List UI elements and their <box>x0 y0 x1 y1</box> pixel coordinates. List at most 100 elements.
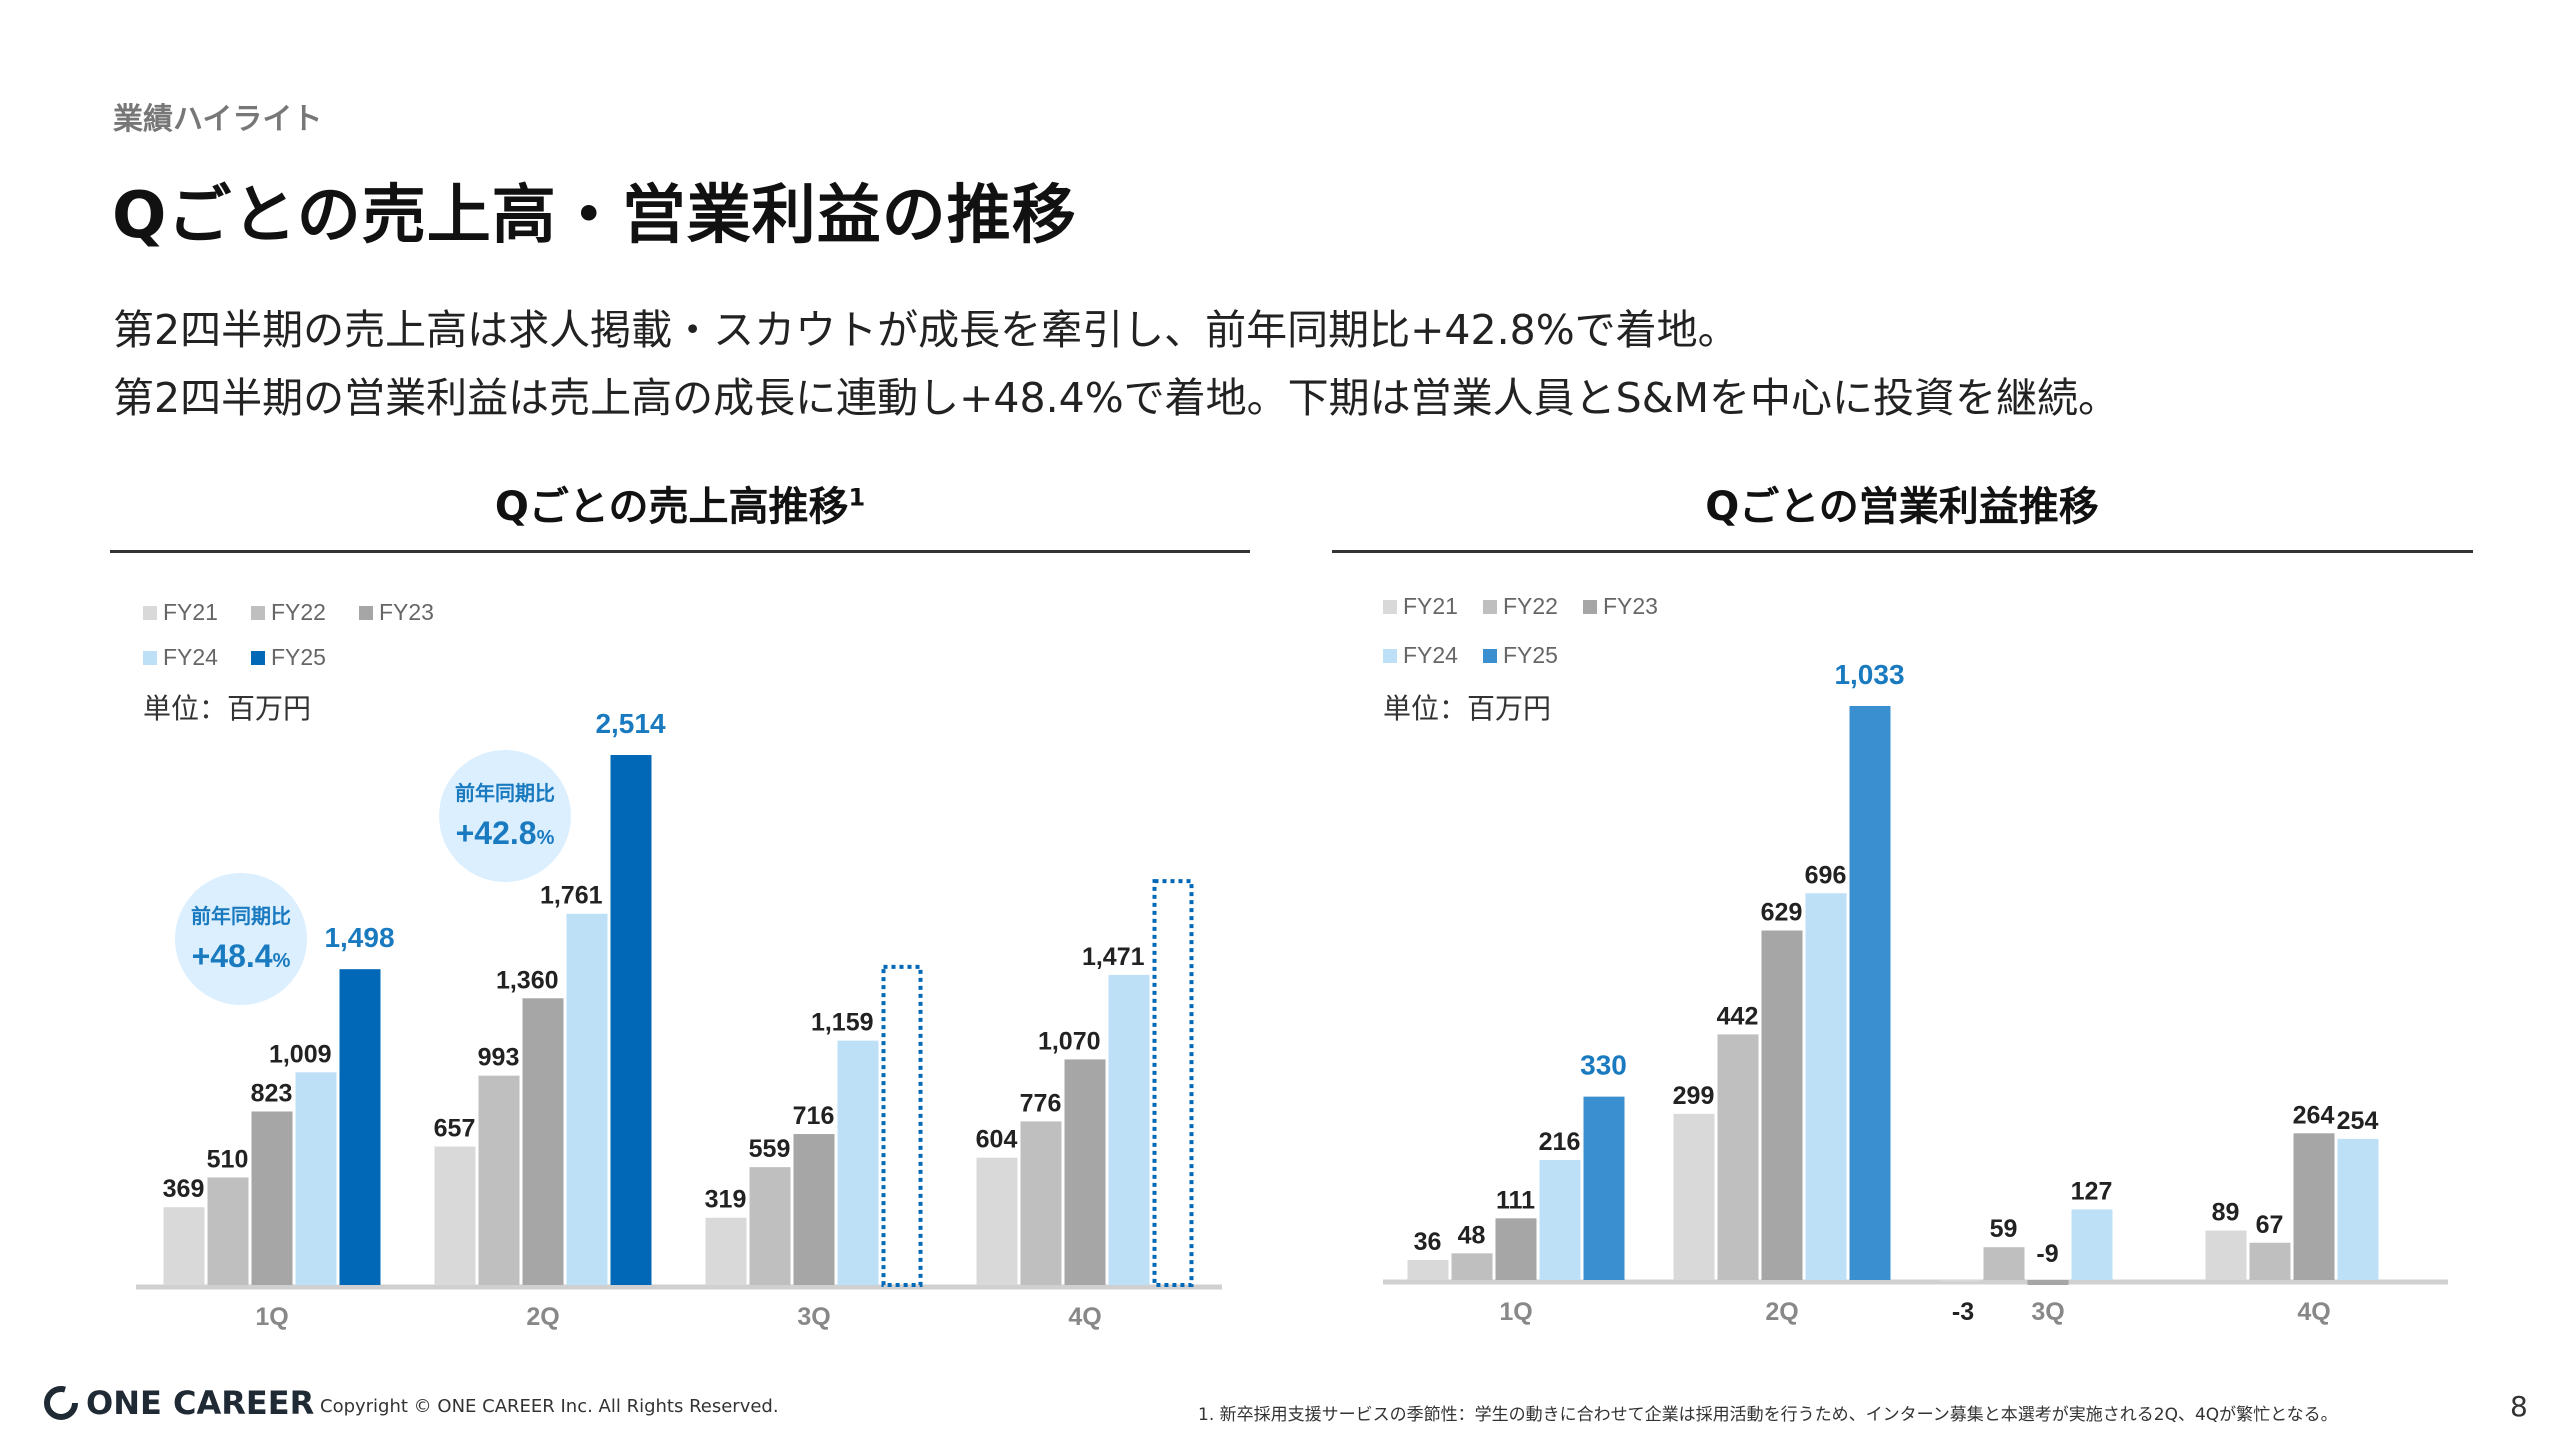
callout-unit: % <box>537 827 555 849</box>
bar-fy21-4q <box>2205 1230 2247 1280</box>
sales-chart-title-text: Qごとの売上高推移 <box>494 484 849 530</box>
bar-fy23-3q <box>2027 1280 2069 1286</box>
page-title: Qごとの売上高・営業利益の推移 <box>112 179 1077 253</box>
bar-fy21-1q <box>163 1207 205 1285</box>
summary-line-2: 第2四半期の営業利益は売上高の成長に連動し+48.4%で着地。下期は営業人員とS… <box>113 374 2120 422</box>
data-label: 1,009 <box>269 1040 332 1068</box>
profit-chart-title: Qごとの営業利益推移 <box>1705 484 2099 530</box>
copyright: Copyright © ONE CAREER Inc. All Rights R… <box>320 1396 779 1417</box>
legend-label-fy25: FY25 <box>271 644 326 670</box>
callout-bubble <box>175 873 307 1005</box>
operating-profit-chart: FY21 FY22 FY23 FY24 FY25 単位：百万円 36 299 -3 89 48 442… <box>1383 593 2448 1326</box>
callout-unit: % <box>273 950 291 972</box>
bar-fy22-2q <box>1717 1034 1759 1280</box>
bar-fy22-3q <box>1983 1247 2025 1280</box>
data-label: 67 <box>2256 1211 2284 1239</box>
bar-fy25-2q <box>610 755 652 1285</box>
legend-swatch-fy25 <box>251 651 265 665</box>
legend-swatch-fy21 <box>1383 600 1397 614</box>
bar-fy21-4q <box>976 1157 1018 1285</box>
data-label: 1,070 <box>1038 1027 1101 1055</box>
data-label: 604 <box>976 1126 1018 1154</box>
bar-fy23-3q <box>793 1134 835 1285</box>
data-label: 1,471 <box>1082 943 1145 971</box>
legend-swatch-fy22 <box>1483 600 1497 614</box>
data-label: 319 <box>705 1186 747 1214</box>
category-label-1q: 1Q <box>255 1303 288 1331</box>
category-label-1q: 1Q <box>1499 1298 1532 1326</box>
sales-title-rule <box>110 550 1250 553</box>
footnote: 1. 新卒採用支援サービスの季節性：学生の動きに合わせて企業は採用活動を行うため… <box>1198 1405 2338 1425</box>
data-label: 111 <box>1496 1186 1535 1214</box>
bar-fy21-3q <box>1939 1280 1981 1282</box>
data-label: 48 <box>1458 1221 1486 1249</box>
data-label: 216 <box>1539 1128 1581 1156</box>
company-logo: ONE CAREER <box>44 1384 314 1422</box>
data-label: 264 <box>2293 1101 2335 1129</box>
category-label-3q: 3Q <box>797 1303 830 1331</box>
data-label: 716 <box>793 1102 835 1130</box>
bar-fy22-4q <box>2249 1242 2291 1280</box>
bar-fy22-3q <box>749 1167 791 1285</box>
data-label: 127 <box>2071 1177 2113 1205</box>
bar-fy21-3q <box>705 1217 747 1285</box>
category-label-4q: 4Q <box>1068 1303 1101 1331</box>
legend-label-fy24: FY24 <box>1403 642 1458 668</box>
legend-label-fy23: FY23 <box>379 599 434 625</box>
data-label: 369 <box>163 1175 205 1203</box>
callout-label: 前年同期比 <box>191 904 291 928</box>
legend-label-fy22: FY22 <box>1503 593 1558 619</box>
legend-swatch-fy23 <box>1583 600 1597 614</box>
bar-fy23-1q <box>1495 1218 1537 1280</box>
bar-fy24-1q <box>1539 1159 1581 1280</box>
bar-fy22-1q <box>207 1177 249 1285</box>
callout-bubble <box>439 750 571 882</box>
data-label: 1,033 <box>1834 659 1904 690</box>
data-label: 993 <box>478 1044 520 1072</box>
bar-fy24-4q <box>2337 1138 2379 1280</box>
data-label: 1,159 <box>811 1009 874 1037</box>
bar-fy24-3q <box>2071 1209 2113 1280</box>
bar-fy22-1q <box>1451 1253 1493 1280</box>
data-label: 1,360 <box>496 966 559 994</box>
legend-swatch-fy21 <box>143 606 157 620</box>
bar-fy22-2q <box>478 1075 520 1285</box>
bar-fy23-4q <box>1064 1059 1106 1285</box>
data-label: 330 <box>1580 1050 1627 1081</box>
legend-label-fy21: FY21 <box>1403 593 1458 619</box>
category-label-2q: 2Q <box>1765 1298 1798 1326</box>
bar-fy23-4q <box>2293 1133 2335 1280</box>
data-label: 299 <box>1673 1082 1715 1110</box>
legend-swatch-fy22 <box>251 606 265 620</box>
data-label: 559 <box>749 1135 791 1163</box>
yoy-callout-1q: 前年同期比+48.4% <box>175 873 307 1005</box>
data-label: 823 <box>251 1079 293 1107</box>
bar-fy21-1q <box>1407 1259 1449 1280</box>
data-label: 776 <box>1020 1089 1062 1117</box>
legend-swatch-fy25 <box>1483 649 1497 663</box>
bar-fy24-2q <box>566 913 608 1285</box>
summary-line-1: 第2四半期の売上高は求人掲載・スカウトが成長を牽引し、前年同期比+42.8%で着… <box>113 306 1739 354</box>
data-label: 696 <box>1805 861 1847 889</box>
bar-fy24-1q <box>295 1072 337 1285</box>
bar-fy25-1q <box>339 969 381 1285</box>
legend-swatch-fy23 <box>359 606 373 620</box>
forecast-outline-4q <box>1152 879 1194 1287</box>
data-label: -9 <box>2036 1240 2058 1268</box>
bar-fy21-2q <box>434 1146 476 1285</box>
legend-label-fy25: FY25 <box>1503 642 1558 668</box>
category-label-4q: 4Q <box>2297 1298 2330 1326</box>
data-label: 59 <box>1990 1215 2018 1243</box>
unit-label: 単位：百万円 <box>1383 693 1551 724</box>
category-label-3q: 3Q <box>2031 1298 2064 1326</box>
bar-fy21-2q <box>1673 1113 1715 1280</box>
footnote-marker: 1 <box>848 483 866 512</box>
page-number: 8 <box>2510 1390 2528 1423</box>
unit-label: 単位：百万円 <box>143 693 311 724</box>
bar-fy24-3q <box>837 1040 879 1285</box>
category-label-2q: 2Q <box>526 1303 559 1331</box>
bar-fy23-2q <box>1761 930 1803 1280</box>
bar-fy25-1q <box>1583 1096 1625 1280</box>
forecast-outline-3q <box>881 964 923 1288</box>
legend-swatch-fy24 <box>143 651 157 665</box>
